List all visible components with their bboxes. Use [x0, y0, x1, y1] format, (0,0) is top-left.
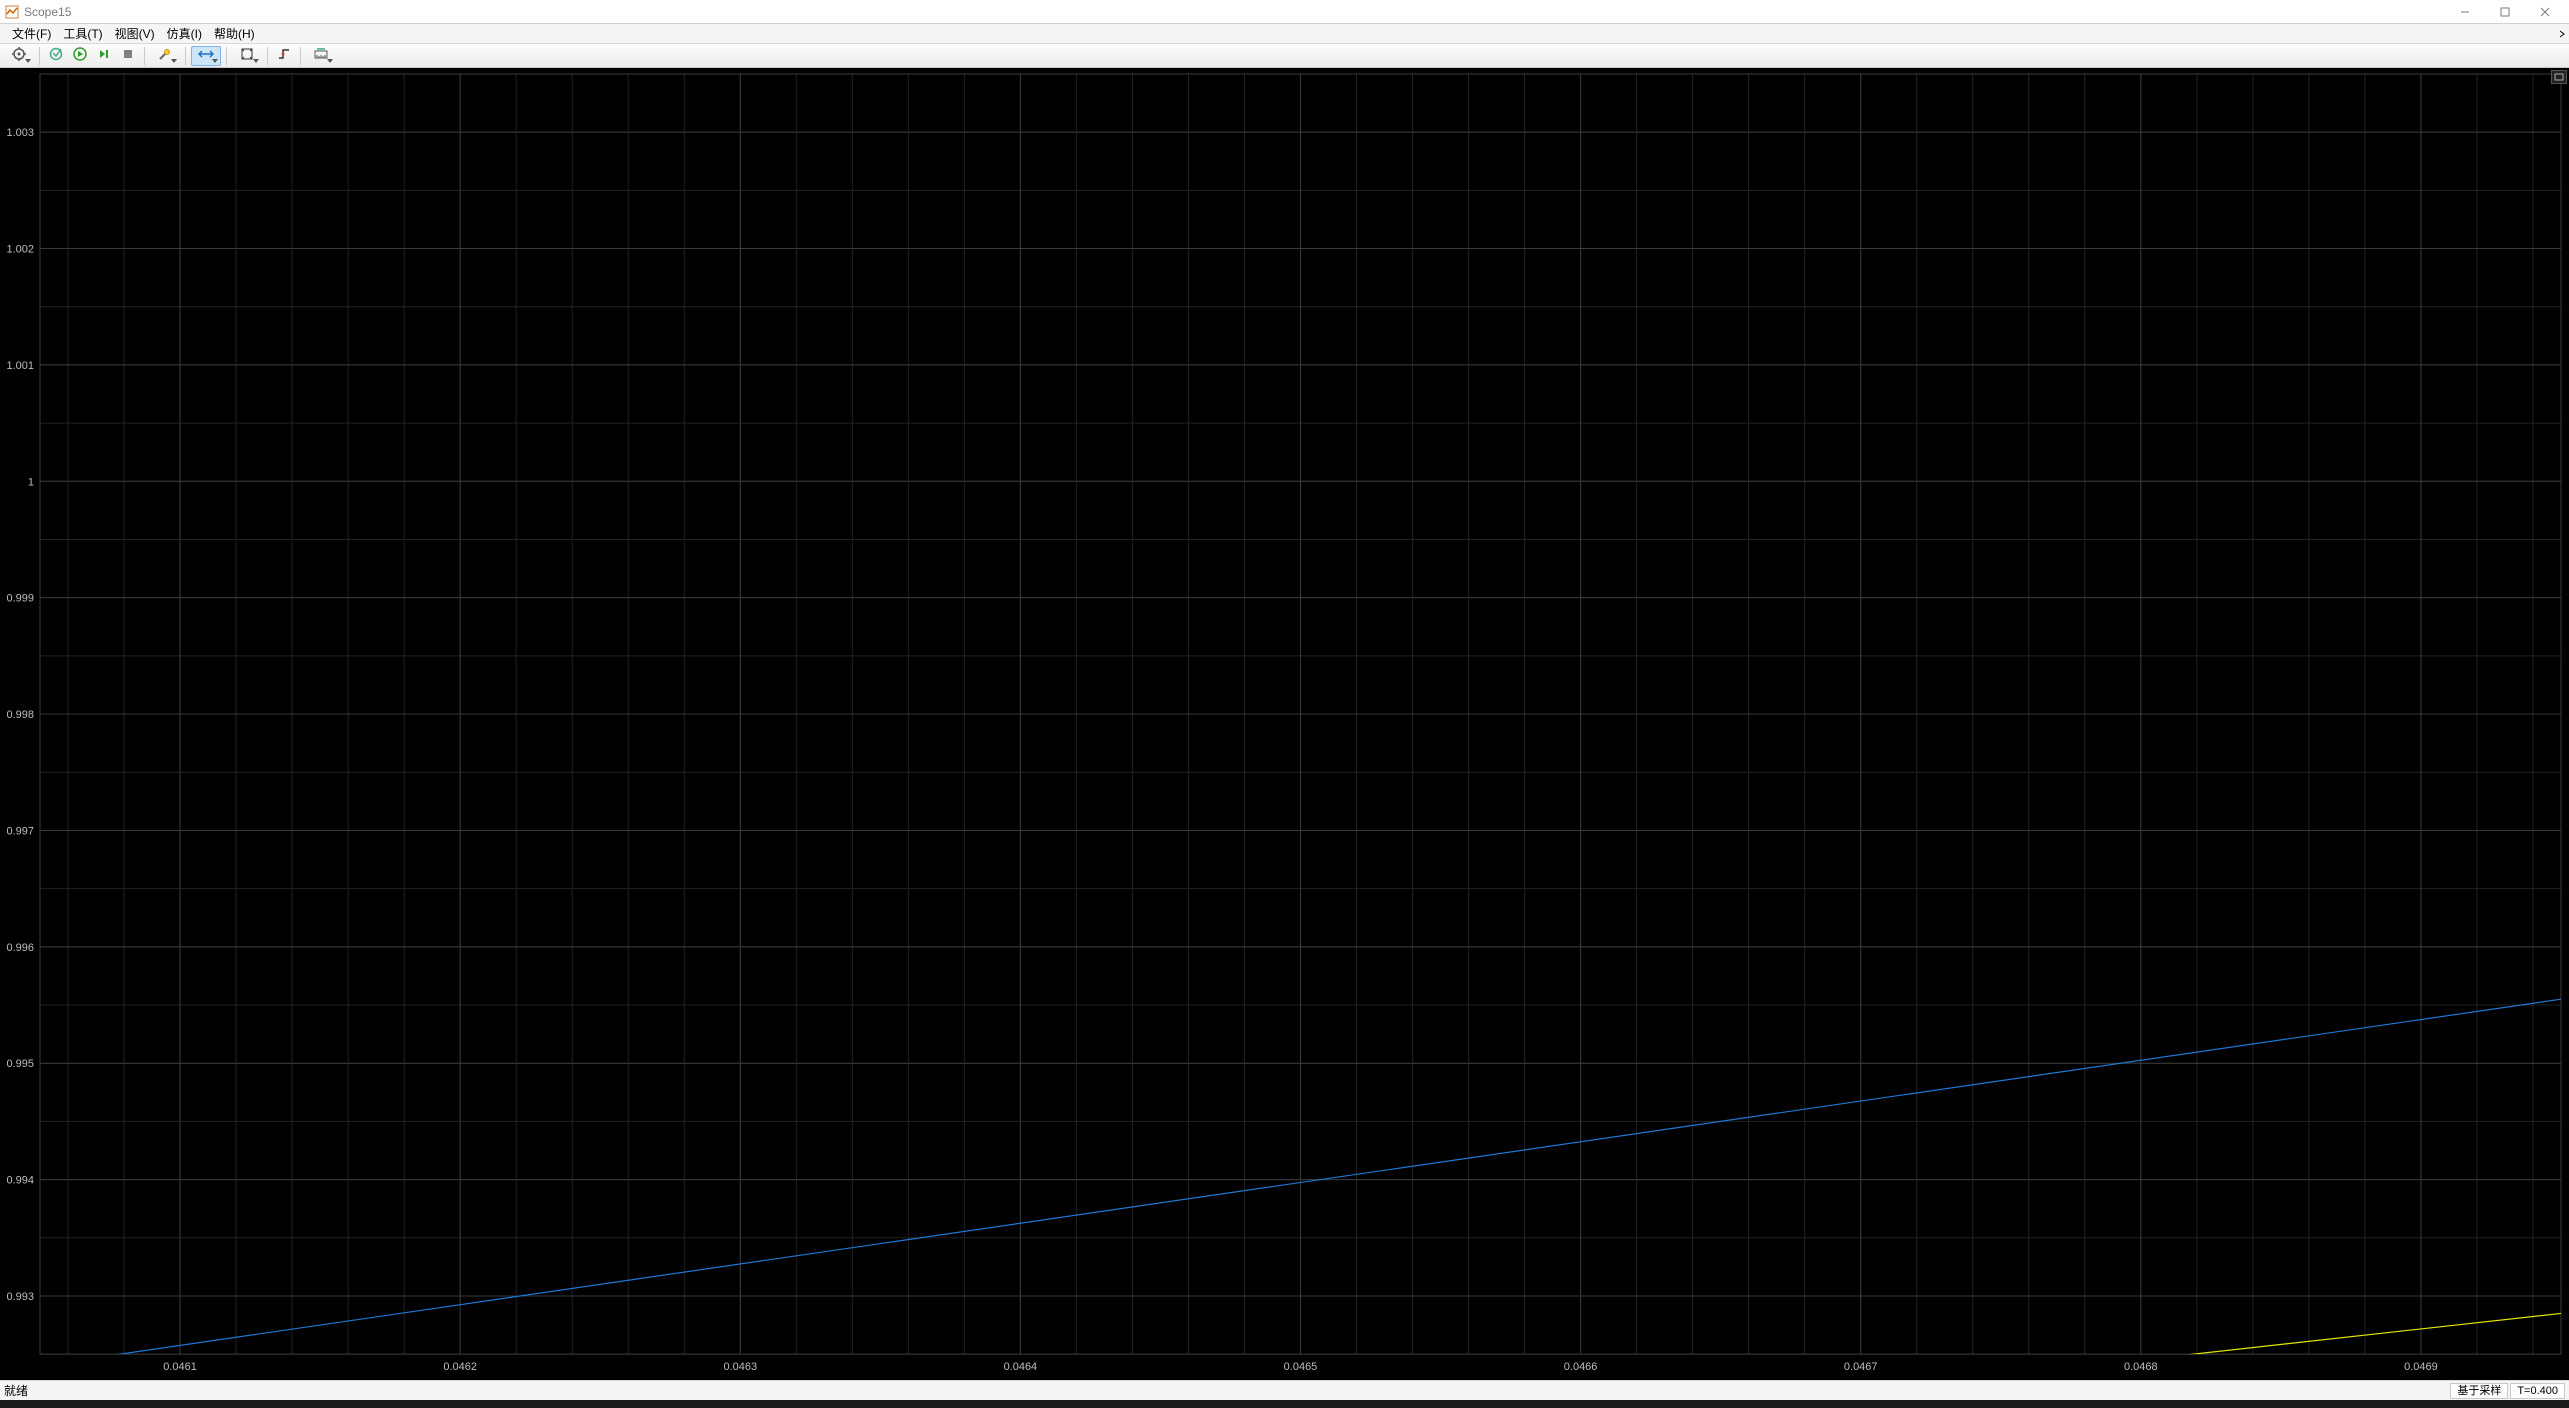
stop-button[interactable] — [117, 46, 139, 66]
triggers-icon — [277, 47, 291, 64]
measurements-icon — [314, 47, 328, 64]
status-sampling: 基于采样 — [2450, 1383, 2508, 1399]
scope-window: Scope15 文件(F) 工具(T) 视图(V) 仿真(I) 帮助(H) 0.… — [0, 0, 2569, 1408]
svg-text:0.0461: 0.0461 — [163, 1361, 197, 1373]
svg-text:0.0463: 0.0463 — [723, 1361, 757, 1373]
print-icon — [49, 47, 63, 64]
step-forward-icon — [97, 47, 111, 64]
stop-icon — [121, 47, 135, 64]
svg-text:0.0465: 0.0465 — [1284, 1361, 1318, 1373]
autoscale-icon — [240, 47, 254, 64]
menu-help[interactable]: 帮助(H) — [208, 24, 261, 44]
status-time: T=0.400 — [2510, 1383, 2565, 1399]
svg-text:0.996: 0.996 — [6, 942, 34, 954]
menu-overflow-icon[interactable] — [2559, 24, 2567, 44]
svg-text:0.0466: 0.0466 — [1564, 1361, 1598, 1373]
svg-text:0.0462: 0.0462 — [443, 1361, 477, 1373]
step-forward-button[interactable] — [93, 46, 115, 66]
svg-text:0.994: 0.994 — [6, 1175, 34, 1187]
svg-text:1.001: 1.001 — [6, 360, 34, 372]
svg-text:0.993: 0.993 — [6, 1291, 34, 1303]
svg-text:0.0469: 0.0469 — [2404, 1361, 2438, 1373]
measurements-button[interactable] — [306, 46, 336, 66]
svg-text:0.0467: 0.0467 — [1844, 1361, 1878, 1373]
menu-simulate[interactable]: 仿真(I) — [161, 24, 208, 44]
minimize-button[interactable] — [2445, 0, 2485, 24]
svg-text:0.999: 0.999 — [6, 593, 34, 605]
triggers-button[interactable] — [273, 46, 295, 66]
menubar: 文件(F) 工具(T) 视图(V) 仿真(I) 帮助(H) — [0, 24, 2569, 44]
svg-text:1: 1 — [28, 476, 34, 488]
svg-text:0.997: 0.997 — [6, 825, 34, 837]
maximize-button[interactable] — [2485, 0, 2525, 24]
titlebar: Scope15 — [0, 0, 2569, 24]
highlight-icon — [158, 47, 172, 64]
svg-text:0.995: 0.995 — [6, 1058, 34, 1070]
taskbar-hint — [0, 1400, 2569, 1408]
svg-text:1.002: 1.002 — [6, 244, 34, 256]
run-button[interactable] — [69, 46, 91, 66]
svg-text:0.0468: 0.0468 — [2124, 1361, 2158, 1373]
run-icon — [73, 47, 87, 64]
svg-text:1.003: 1.003 — [6, 127, 34, 139]
plot-maximize-icon[interactable] — [2551, 70, 2567, 84]
scope-plot[interactable]: 0.0461 0.0462 0.0463 0.0464 0.0465 0.0466 0.04… — [0, 68, 2569, 1380]
settings-button[interactable] — [4, 46, 34, 66]
status-ready: 就绪 — [4, 1382, 28, 1399]
statusbar: 就绪 基于采样 T=0.400 — [0, 1380, 2569, 1400]
menu-file[interactable]: 文件(F) — [6, 24, 57, 44]
svg-text:0.998: 0.998 — [6, 709, 34, 721]
settings-icon — [12, 47, 26, 64]
menu-view[interactable]: 视图(V) — [109, 24, 161, 44]
menu-tools[interactable]: 工具(T) — [57, 24, 108, 44]
window-title: Scope15 — [24, 5, 71, 19]
close-button[interactable] — [2525, 0, 2565, 24]
cursor-zoom-button[interactable] — [191, 46, 221, 66]
toolbar — [0, 44, 2569, 68]
app-icon — [4, 4, 20, 20]
autoscale-button[interactable] — [232, 46, 262, 66]
svg-text:0.0464: 0.0464 — [1004, 1361, 1038, 1373]
print-button[interactable] — [45, 46, 67, 66]
highlight-button[interactable] — [150, 46, 180, 66]
